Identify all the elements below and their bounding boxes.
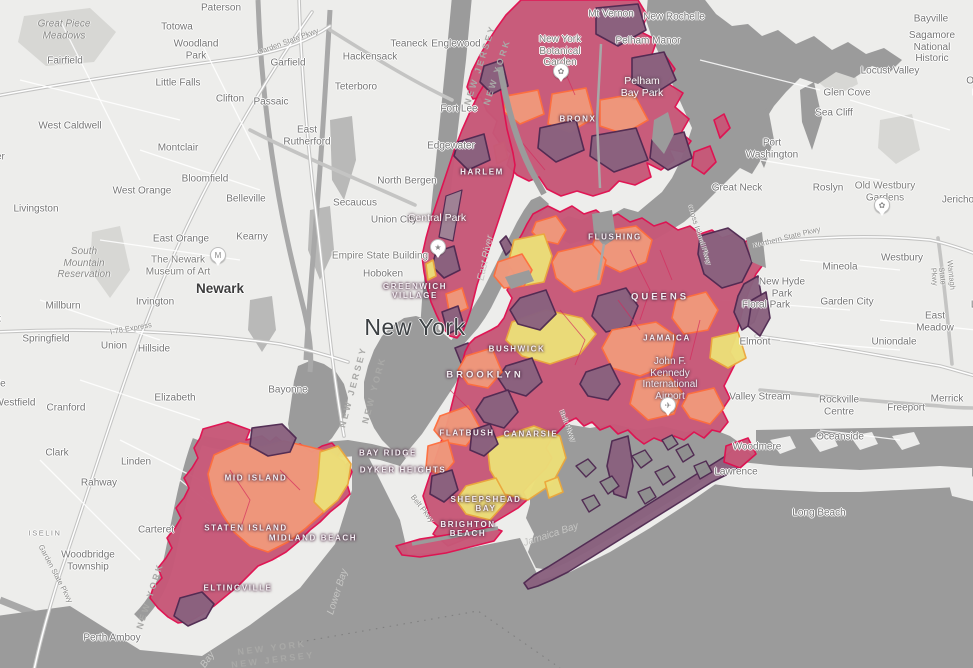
region-marsh-6[interactable] (675, 443, 695, 463)
region-si-north[interactable] (249, 423, 297, 457)
region-bk-dyker[interactable] (429, 469, 459, 503)
water-over-layer (411, 43, 766, 546)
region-bk-crown-heights[interactable] (497, 357, 543, 397)
region-bx-purple-e[interactable] (595, 3, 647, 47)
region-qn-corona[interactable] (551, 243, 607, 293)
region-bk-park-slope[interactable] (457, 347, 503, 389)
region-marsh-3[interactable] (631, 449, 653, 469)
region-qn-bayside[interactable] (697, 227, 753, 289)
region-mn-west-harlem[interactable] (453, 133, 491, 171)
old-westbury-gardens-pin-tail (878, 210, 886, 216)
region-qn-border-east[interactable] (747, 291, 771, 337)
region-marsh-2[interactable] (599, 475, 620, 495)
region-bay-island-yellow[interactable] (544, 476, 564, 499)
region-bk-bedstuy[interactable] (509, 289, 557, 331)
region-bk-sunset-park[interactable] (433, 405, 481, 447)
region-marsh-4[interactable] (654, 465, 676, 486)
choropleth-overlay (149, 0, 771, 627)
region-bk-sheepshead[interactable] (455, 477, 509, 521)
region-mn-lower[interactable] (441, 305, 465, 335)
region-rockaway-peninsula[interactable] (523, 447, 753, 590)
botanical-garden-pin-tail (557, 76, 565, 82)
region-qn-jamaica[interactable] (601, 321, 677, 377)
region-si-tottenville[interactable] (173, 591, 215, 627)
region-mn-central-park[interactable] (438, 189, 463, 242)
region-hart-island[interactable] (713, 113, 731, 139)
region-coney-island[interactable] (395, 526, 503, 558)
botanical-garden-pin[interactable]: ✿ (553, 63, 569, 82)
region-qn-rosedale[interactable] (681, 387, 725, 425)
region-bx-salmon-b[interactable] (547, 87, 595, 133)
newark-museum-pin-tail (214, 260, 222, 266)
region-bx-purple-b[interactable] (589, 127, 649, 173)
region-bx-salmon-c[interactable] (599, 93, 649, 135)
region-city-island[interactable] (691, 145, 717, 175)
region-bx-purple-a[interactable] (537, 119, 585, 163)
region-marsh-1[interactable] (575, 458, 597, 478)
region-far-rockaway[interactable] (723, 437, 757, 469)
region-marsh-8[interactable] (581, 494, 601, 513)
newark-museum-pin[interactable]: M (210, 247, 226, 266)
empire-state-building-pin[interactable]: ★ (430, 239, 446, 258)
region-mn-chelsea[interactable] (425, 259, 437, 281)
jfk-airport-pin-tail (664, 410, 672, 416)
region-bk-flatbush-e[interactable] (469, 423, 499, 457)
region-marsh-7[interactable] (693, 460, 713, 480)
empire-state-building-pin-tail (434, 252, 442, 258)
region-marsh-5[interactable] (637, 486, 657, 505)
old-westbury-gardens-pin[interactable]: ✿ (874, 197, 890, 216)
botanical-garden-pin-icon: ✿ (553, 63, 569, 79)
region-bk-bay-ridge[interactable] (425, 439, 455, 477)
region-bk-borough-park[interactable] (475, 389, 519, 429)
region-si-midland-beach[interactable] (313, 445, 352, 513)
region-qn-hollis[interactable] (671, 291, 719, 335)
region-qn-elmont-border[interactable] (709, 331, 747, 369)
region-qn-ozone-park[interactable] (579, 363, 621, 401)
region-bx-purple-c[interactable] (631, 51, 677, 95)
region-marsh-9[interactable] (661, 434, 679, 451)
jfk-airport-pin[interactable]: ✈ (660, 397, 676, 416)
